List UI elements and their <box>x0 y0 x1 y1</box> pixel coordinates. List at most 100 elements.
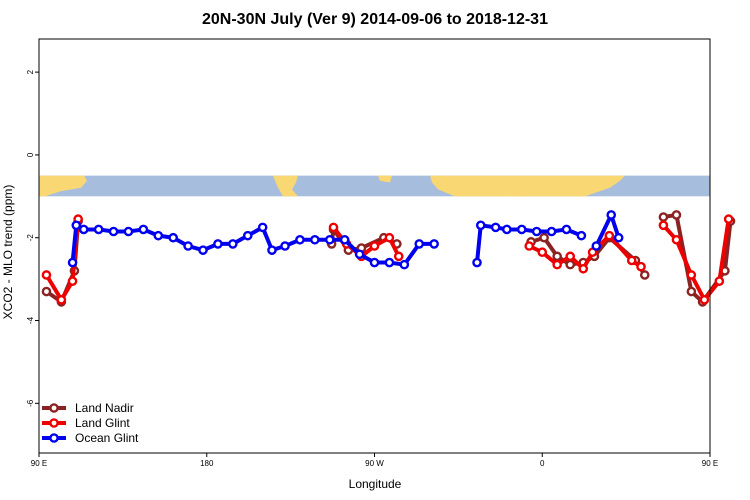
series-layer <box>41 210 736 307</box>
series-land-glint-point-3-1 <box>671 234 682 245</box>
series-land-glint-line-3 <box>661 218 731 302</box>
series-ocean-glint-point-0-2 <box>78 224 89 235</box>
series-ocean-glint-point-1-5 <box>531 226 542 237</box>
series-ocean-glint-point-0-17 <box>295 234 305 245</box>
series-land-glint-point-1-5 <box>393 251 404 262</box>
series-ocean-glint-point-1-8 <box>576 230 587 241</box>
series-ocean-glint-point-1-4 <box>516 224 527 235</box>
series-ocean-glint-point-0-26 <box>429 239 439 249</box>
x-tick-label-3: 0 <box>540 459 545 468</box>
legend-label-land-glint: Land Glint <box>75 416 130 430</box>
series-ocean-glint-point-1-7 <box>561 224 572 235</box>
series-ocean-glint-point-2-0 <box>591 241 602 251</box>
map-land-0 <box>39 175 87 197</box>
series-ocean-glint-point-0-24 <box>399 259 410 270</box>
series-ocean-glint-point-0-12 <box>228 239 238 249</box>
series-land-glint-point-0-0 <box>41 270 52 280</box>
series-ocean-glint-point-1-1 <box>475 220 486 231</box>
series-land-nadir-point-2-1 <box>539 232 549 243</box>
series-land-glint-point-0-2 <box>67 276 78 286</box>
series-ocean-glint-point-0-18 <box>310 234 320 245</box>
series-ocean-glint-point-0-6 <box>138 224 149 235</box>
x-tick-label-0: 90 E <box>31 459 47 468</box>
series-land-nadir-point-2-3 <box>565 259 576 270</box>
series-land-nadir-point-3-1 <box>671 210 682 220</box>
series-land-glint-point-3-4 <box>714 276 725 286</box>
series-ocean-glint-point-0-9 <box>183 241 193 251</box>
series-land-nadir-point-2-8 <box>639 270 650 280</box>
plot-frame <box>38 38 711 454</box>
world-map-strip <box>39 175 710 197</box>
y-tick-label-1: 0 <box>26 152 35 157</box>
legend-marker-land-nadir <box>49 403 59 413</box>
series-ocean-glint-point-0-13 <box>242 230 253 241</box>
series-ocean-glint-point-0-3 <box>93 224 104 235</box>
series-land-glint-point-3-0 <box>658 220 669 231</box>
series-ocean-glint-point-2-1 <box>606 210 617 220</box>
series-ocean-glint-point-0-16 <box>280 241 290 251</box>
series-land-glint-point-2-0 <box>524 241 535 251</box>
series-land-glint-point-3-5 <box>723 214 734 224</box>
y-tick-label-2: -2 <box>26 234 35 242</box>
series-land-glint-point-2-8 <box>636 261 646 272</box>
series-ocean-glint-point-1-2 <box>490 222 501 233</box>
map-land-3 <box>508 185 528 197</box>
series-ocean-glint-point-0-15 <box>267 245 277 255</box>
series-land-glint-point-2-3 <box>565 251 576 262</box>
x-tick-label-1: 180 <box>200 459 214 468</box>
series-land-glint-point-3-2 <box>686 270 697 280</box>
y-tick-label-3: -4 <box>26 316 35 324</box>
axis-ticks: 90 E 180 90 W 0 90 E 2 0 -2 -4 -6 <box>26 69 718 468</box>
chart-title: 20N-30N July (Ver 9) 2014-09-06 to 2018-… <box>202 11 548 28</box>
series-land-nadir-point-0-0 <box>41 286 52 297</box>
series-ocean-glint-point-0-7 <box>153 230 164 241</box>
series-ocean-glint-point-0-25 <box>414 239 425 249</box>
series-ocean-glint <box>67 210 624 270</box>
series-land-glint-point-0-1 <box>56 295 67 305</box>
series-land-nadir-point-2-2 <box>552 251 562 262</box>
series-land-glint-point-2-6 <box>604 230 615 241</box>
series-ocean-glint-point-1-0 <box>472 257 482 268</box>
series-ocean-glint-point-0-1 <box>71 220 82 231</box>
series-ocean-glint-point-0-0 <box>67 257 78 268</box>
series-ocean-glint-point-2-2 <box>613 232 624 243</box>
series-ocean-glint-point-0-21 <box>354 249 365 260</box>
legend-label-land-nadir: Land Nadir <box>75 401 134 415</box>
series-ocean-glint-point-0-11 <box>213 239 223 249</box>
map-land-4 <box>378 175 392 183</box>
series-land-glint-point-2-4 <box>578 263 589 274</box>
series-ocean-glint-point-0-8 <box>168 232 178 243</box>
legend-label-ocean-glint: Ocean Glint <box>75 431 139 445</box>
series-land-glint-point-3-3 <box>699 295 710 305</box>
series-ocean-glint-point-0-22 <box>369 257 380 268</box>
series-ocean-glint-point-0-4 <box>108 226 119 237</box>
x-tick-label-4: 90 E <box>702 459 718 468</box>
map-land-1 <box>273 175 298 197</box>
series-land-glint-point-2-1 <box>537 247 548 258</box>
series-ocean-glint-point-0-19 <box>324 234 335 245</box>
series-ocean-glint-point-1-6 <box>546 226 557 237</box>
x-axis-label: Longitude <box>349 477 402 491</box>
y-tick-label-0: 2 <box>26 69 35 74</box>
legend-marker-land-glint <box>49 418 59 428</box>
series-ocean-glint-point-0-10 <box>198 245 208 255</box>
series-ocean-glint-point-0-20 <box>339 234 350 245</box>
series-land-nadir-point-3-2 <box>686 286 697 297</box>
series-land-glint-point-2-2 <box>552 259 562 270</box>
series-ocean-glint-point-1-3 <box>502 224 512 235</box>
series-land-nadir-point-3-0 <box>658 212 669 222</box>
legend-marker-ocean-glint <box>49 433 59 443</box>
map-land-2 <box>430 175 625 197</box>
y-axis-label: XCO2 - MLO trend (ppm) <box>1 185 15 320</box>
y-tick-label-4: -6 <box>26 399 35 407</box>
series-ocean-glint-point-0-5 <box>123 226 134 237</box>
series-land-glint-point-1-0 <box>328 222 339 233</box>
series-land-glint-point-1-3 <box>369 241 380 251</box>
series-ocean-glint-point-0-14 <box>257 222 268 233</box>
series-ocean-glint-point-0-23 <box>384 257 395 268</box>
series-land-glint-point-1-4 <box>384 232 395 243</box>
series-land-glint-point-2-7 <box>626 255 637 266</box>
x-tick-label-2: 90 W <box>365 459 384 468</box>
